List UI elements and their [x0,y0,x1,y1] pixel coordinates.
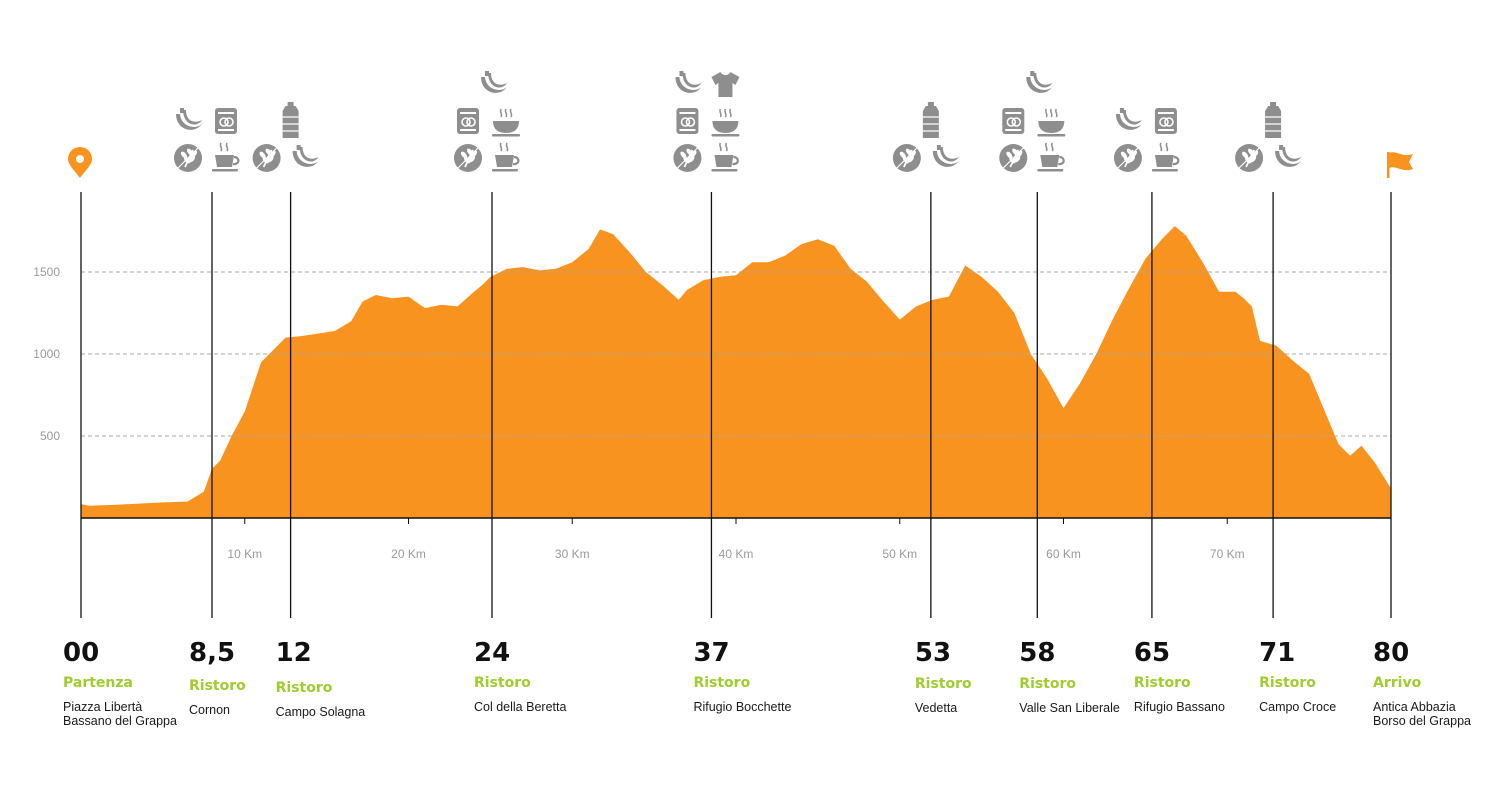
checkpoint: 53 Ristoro Vedetta [915,192,972,715]
checkpoint: 71 Ristoro Campo Croce [1259,192,1336,714]
checkpoint-name: Piazza Libertà [63,700,142,714]
checkpoint-name: Valle San Liberale [1019,701,1120,715]
checkpoint-type: Ristoro [693,675,750,691]
checkpoint-name: Rifugio Bassano [1134,700,1225,714]
x-tick-label: 60 Km [1046,547,1081,561]
water-bottle-icon [282,102,299,138]
checkpoint-type: Partenza [63,675,133,691]
checkpoint-type: Ristoro [1134,675,1191,691]
gel-pack-icon [1002,108,1025,134]
soup-bowl-icon [492,108,521,137]
coffee-cup-icon [492,142,520,172]
banana-icon [932,145,959,167]
banana-icon [1115,108,1142,130]
coffee-cup-icon [1151,142,1180,172]
checkpoint-type: Ristoro [1259,675,1316,691]
checkpoint-km: 80 [1373,638,1409,668]
grain-icon [1113,144,1142,172]
checkpoint-name: Rifugio Bocchette [693,700,791,714]
checkpoint-km: 12 [276,638,312,668]
checkpoint-type: Ristoro [189,678,246,694]
y-tick-label: 500 [40,429,60,443]
banana-icon [176,108,202,130]
x-tick-label: 70 Km [1210,547,1245,561]
soup-bowl-icon [711,108,740,137]
checkpoint: 8,5 Ristoro Cornon [189,192,246,717]
checkpoint: 58 Ristoro Valle San Liberale [1019,192,1120,715]
banana-icon [292,145,319,167]
checkpoint-km: 8,5 [189,638,235,668]
banana-icon [1026,71,1053,93]
grain-icon [892,144,921,172]
checkpoint-type: Ristoro [1019,676,1076,692]
x-tick-label: 40 Km [719,547,754,561]
checkpoint-name-line2: Bassano del Grappa [63,714,177,728]
water-bottle-icon [922,102,939,138]
checkpoint-type: Ristoro [915,676,972,692]
soup-bowl-icon [1037,108,1066,137]
checkpoint-km: 53 [915,638,951,668]
banana-icon [481,71,508,93]
grain-icon [999,144,1028,172]
checkpoint-name: Campo Croce [1259,700,1336,714]
banana-icon [675,71,702,93]
checkpoint: 24 Ristoro Col della Beretta [474,192,566,714]
x-tick-label: 30 Km [555,547,590,561]
coffee-cup-icon [1037,142,1065,172]
finish-flag-icon [1387,152,1413,178]
gel-pack-icon [676,108,699,134]
checkpoint-km: 65 [1134,638,1170,668]
banana-icon [1275,145,1302,167]
tshirt-icon [711,72,740,97]
checkpoint-type: Ristoro [474,675,531,691]
grain-icon [454,144,483,172]
checkpoint-name: Cornon [189,703,230,717]
x-tick-label: 10 Km [227,547,262,561]
y-tick-label: 1500 [33,265,60,279]
checkpoint-name: Campo Solagna [276,705,366,719]
checkpoint-type: Arrivo [1373,675,1422,691]
grain-icon [673,144,702,172]
location-pin-icon [68,147,92,178]
grain-icon [252,144,281,172]
y-tick-label: 1000 [33,347,60,361]
checkpoint-km: 71 [1259,638,1295,668]
x-tick-label: 50 Km [882,547,917,561]
x-tick-label: 20 Km [391,547,426,561]
checkpoint-km: 58 [1019,638,1055,668]
coffee-cup-icon [212,142,240,172]
checkpoint-type: Ristoro [276,680,333,696]
checkpoint-km: 37 [693,638,729,668]
grain-icon [1235,144,1264,172]
checkpoint-name: Col della Beretta [474,700,566,714]
gel-pack-icon [215,108,237,134]
checkpoint: 65 Ristoro Rifugio Bassano [1134,192,1225,714]
checkpoint: 12 Ristoro Campo Solagna [276,192,366,719]
checkpoint-name-line2: Borso del Grappa [1373,714,1471,728]
elevation-area [81,226,1391,518]
checkpoint-km: 00 [63,638,99,668]
checkpoint-km: 24 [474,638,510,668]
gel-pack-icon [1154,108,1177,134]
gel-pack-icon [457,108,480,134]
grain-icon [174,144,202,172]
coffee-cup-icon [711,142,739,172]
water-bottle-icon [1265,102,1282,138]
checkpoint-name: Vedetta [915,701,957,715]
checkpoint: 37 Ristoro Rifugio Bocchette [693,192,791,714]
checkpoint-name: Antica Abbazia [1373,700,1456,714]
